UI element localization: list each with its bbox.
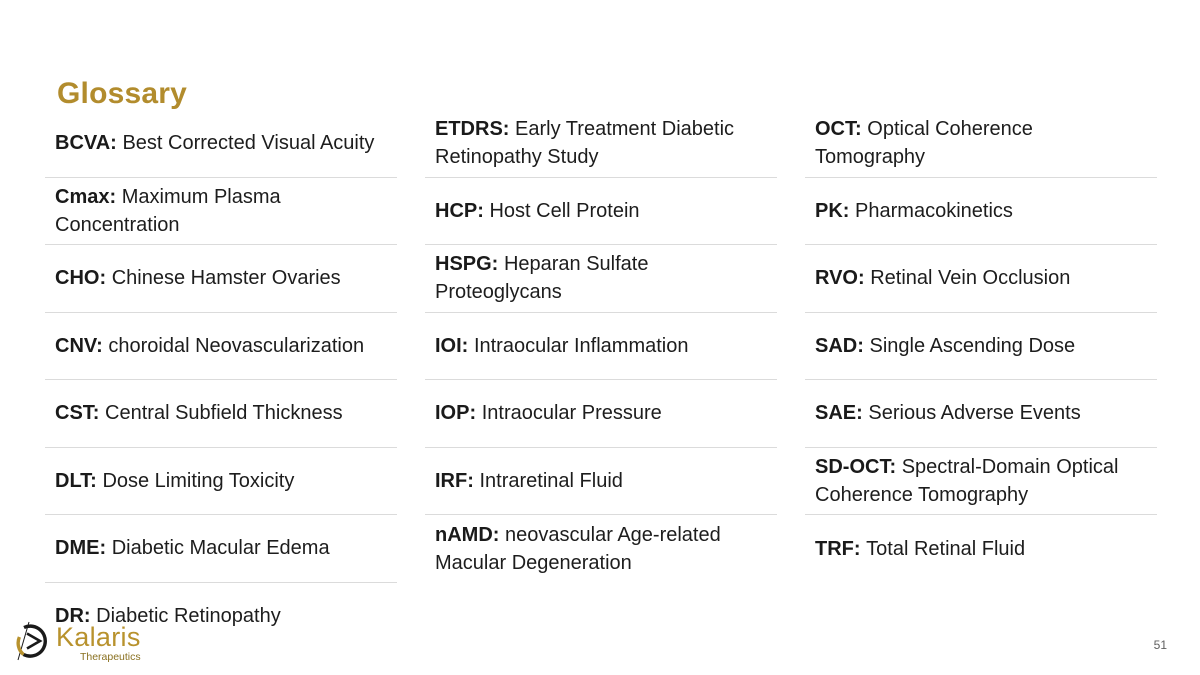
- glossary-entry-dlt: DLT: Dose Limiting Toxicity: [45, 448, 397, 515]
- glossary-entry-cnv: CNV: choroidal Neovascularization: [45, 313, 397, 380]
- definition: Intraretinal Fluid: [479, 469, 623, 492]
- term: CNV:: [55, 334, 103, 357]
- definition: Spectral-Domain Optical Coherence Tomogr…: [815, 455, 1119, 506]
- glossary-entry-sae: SAE: Serious Adverse Events: [805, 380, 1157, 448]
- term: RVO:: [815, 267, 865, 290]
- glossary-entry-bcva: BCVA: Best Corrected Visual Acuity: [45, 110, 397, 178]
- definition: Total Retinal Fluid: [866, 537, 1026, 560]
- logo-subtitle: Therapeutics: [79, 651, 141, 663]
- definition: Intraocular Pressure: [481, 402, 662, 425]
- page-number: 51: [1153, 638, 1167, 652]
- term: DME:: [55, 537, 107, 560]
- term: TRF:: [815, 537, 861, 560]
- definition: Diabetic Retinopathy: [96, 605, 281, 628]
- definition: Host Cell Protein: [489, 199, 640, 222]
- definition: Intraocular Inflammation: [473, 334, 689, 357]
- definition: Maximum Plasma Concentration: [55, 185, 281, 236]
- term: ETDRS:: [435, 118, 510, 141]
- term: HSPG:: [435, 253, 499, 276]
- glossary-entry-ioi: IOI: Intraocular Inflammation: [425, 313, 777, 380]
- definition: choroidal Neovascularization: [108, 334, 365, 357]
- definition: Dose Limiting Toxicity: [102, 469, 295, 492]
- term: CST:: [55, 402, 100, 425]
- glossary-entry-cst: CST: Central Subfield Thickness: [45, 380, 397, 448]
- term: SAE:: [815, 402, 863, 425]
- glossary-entry-cho: CHO: Chinese Hamster Ovaries: [45, 245, 397, 313]
- term: PK:: [815, 199, 850, 222]
- glossary-entry-rvo: RVO: Retinal Vein Occlusion: [805, 245, 1157, 313]
- glossary-entry-oct: OCT: Optical Coherence Tomography: [805, 110, 1157, 178]
- definition: Best Corrected Visual Acuity: [122, 132, 375, 155]
- glossary-entry-hcp: HCP: Host Cell Protein: [425, 178, 777, 245]
- kalaris-logo-icon: [16, 621, 47, 661]
- glossary-column-2: ETDRS: Early Treatment Diabetic Retinopat…: [425, 110, 777, 650]
- term: DR:: [55, 605, 91, 628]
- definition: Single Ascending Dose: [869, 334, 1076, 357]
- glossary-entry-dr: DR: Diabetic Retinopathy: [45, 583, 397, 651]
- page-title: Glossary: [57, 77, 188, 111]
- glossary-entry-sad: SAD: Single Ascending Dose: [805, 313, 1157, 380]
- definition: Early Treatment Diabetic Retinopathy Stu…: [435, 118, 735, 169]
- term: IRF:: [435, 469, 474, 492]
- kalaris-logo: Kalaris Therapeutics: [16, 621, 141, 663]
- glossary-entry-iop: IOP: Intraocular Pressure: [425, 380, 777, 448]
- term: IOP:: [435, 402, 477, 425]
- term: Cmax:: [55, 185, 117, 208]
- definition: Pharmacokinetics: [855, 199, 1013, 222]
- glossary-grid: BCVA: Best Corrected Visual Acuity Cmax: M…: [45, 110, 1157, 650]
- term: nAMD:: [435, 523, 500, 546]
- glossary-entry-cmax: Cmax: Maximum Plasma Concentration: [45, 178, 397, 245]
- term: OCT:: [815, 118, 862, 141]
- glossary-entry-sd-oct: SD-OCT: Spectral-Domain Optical Coherence…: [805, 448, 1157, 515]
- definition: Central Subfield Thickness: [105, 402, 343, 425]
- glossary-entry-pk: PK: Pharmacokinetics: [805, 178, 1157, 245]
- glossary-entry-dme: DME: Diabetic Macular Edema: [45, 515, 397, 583]
- glossary-entry-hspg: HSPG: Heparan Sulfate Proteoglycans: [425, 245, 777, 313]
- term: IOI:: [435, 334, 469, 357]
- glossary-column-1: BCVA: Best Corrected Visual Acuity Cmax: M…: [45, 110, 397, 650]
- definition: Optical Coherence Tomography: [815, 118, 1033, 169]
- term: CHO:: [55, 267, 107, 290]
- definition: neovascular Age-related Macular Degenera…: [435, 523, 721, 574]
- glossary-entry-etdrs: ETDRS: Early Treatment Diabetic Retinopat…: [425, 110, 777, 178]
- definition: Retinal Vein Occlusion: [870, 267, 1071, 290]
- glossary-column-3: OCT: Optical Coherence Tomography PK: Phar…: [805, 110, 1157, 650]
- definition: Diabetic Macular Edema: [111, 537, 330, 560]
- glossary-entry-trf: TRF: Total Retinal Fluid: [805, 515, 1157, 583]
- term: BCVA:: [55, 132, 117, 155]
- term: DLT:: [55, 469, 97, 492]
- kalaris-logo-text: Kalaris Therapeutics: [56, 622, 141, 664]
- definition: Serious Adverse Events: [868, 402, 1081, 425]
- definition: Chinese Hamster Ovaries: [111, 267, 341, 290]
- term: HCP:: [435, 199, 484, 222]
- logo-wordmark: Kalaris: [56, 622, 141, 652]
- term: SAD:: [815, 334, 864, 357]
- term: SD-OCT:: [815, 455, 897, 478]
- definition: Heparan Sulfate Proteoglycans: [435, 253, 649, 304]
- glossary-entry-namd: nAMD: neovascular Age-related Macular Deg…: [425, 515, 777, 583]
- glossary-entry-irf: IRF: Intraretinal Fluid: [425, 448, 777, 515]
